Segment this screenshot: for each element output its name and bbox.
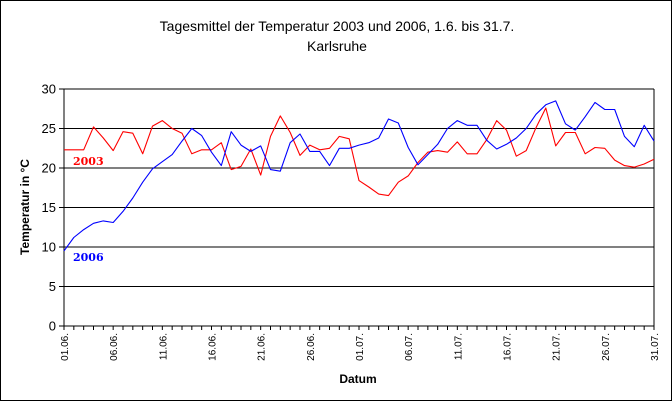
- x-tick-label-6: 01.07.: [355, 333, 366, 361]
- x-tick-label-0: 01.06.: [60, 333, 71, 361]
- x-axis-ticks: 01.06. 06.06. 11.06. 16.06. 21.06. 26.06. 01.0…: [60, 326, 661, 361]
- chart-subtitle: Karlsruhe: [307, 38, 367, 54]
- y-tick-label-0: 0: [49, 319, 56, 334]
- y-axis-label: Temperatur in °C: [18, 159, 32, 255]
- y-axis-ticks: 0 5 10 15 20 25 30: [42, 82, 64, 334]
- series-line-2003: [64, 107, 655, 197]
- y-tick-label-25: 25: [42, 121, 56, 136]
- series-lines: [63, 100, 655, 252]
- chart-title: Tagesmittel der Temperatur 2003 und 2006…: [160, 18, 515, 34]
- x-tick-label-8: 11.07.: [453, 333, 464, 360]
- y-tick-label-5: 5: [49, 279, 56, 294]
- y-tick-label-30: 30: [42, 82, 56, 97]
- series-line-2006: [63, 100, 655, 252]
- x-tick-label-3: 16.06.: [208, 333, 219, 361]
- x-tick-label-2: 11.06.: [158, 333, 169, 360]
- x-tick-label-5: 26.06.: [306, 333, 317, 361]
- y-tick-label-10: 10: [42, 240, 56, 255]
- x-tick-label-1: 06.06.: [109, 333, 120, 361]
- series-label-2003: 2003: [73, 155, 104, 168]
- y-tick-label-20: 20: [42, 161, 56, 176]
- x-tick-label-12: 31.07.: [650, 333, 661, 361]
- x-tick-label-4: 21.06.: [257, 333, 268, 361]
- x-tick-label-9: 16.07.: [503, 333, 514, 361]
- y-tick-label-15: 15: [42, 200, 56, 215]
- x-axis-label: Datum: [339, 372, 376, 386]
- grid-lines: [63, 88, 655, 327]
- x-tick-label-11: 26.07.: [601, 333, 612, 361]
- x-tick-label-7: 06.07.: [404, 333, 415, 361]
- x-tick-label-10: 21.07.: [552, 333, 563, 361]
- series-label-2006: 2006: [73, 251, 104, 264]
